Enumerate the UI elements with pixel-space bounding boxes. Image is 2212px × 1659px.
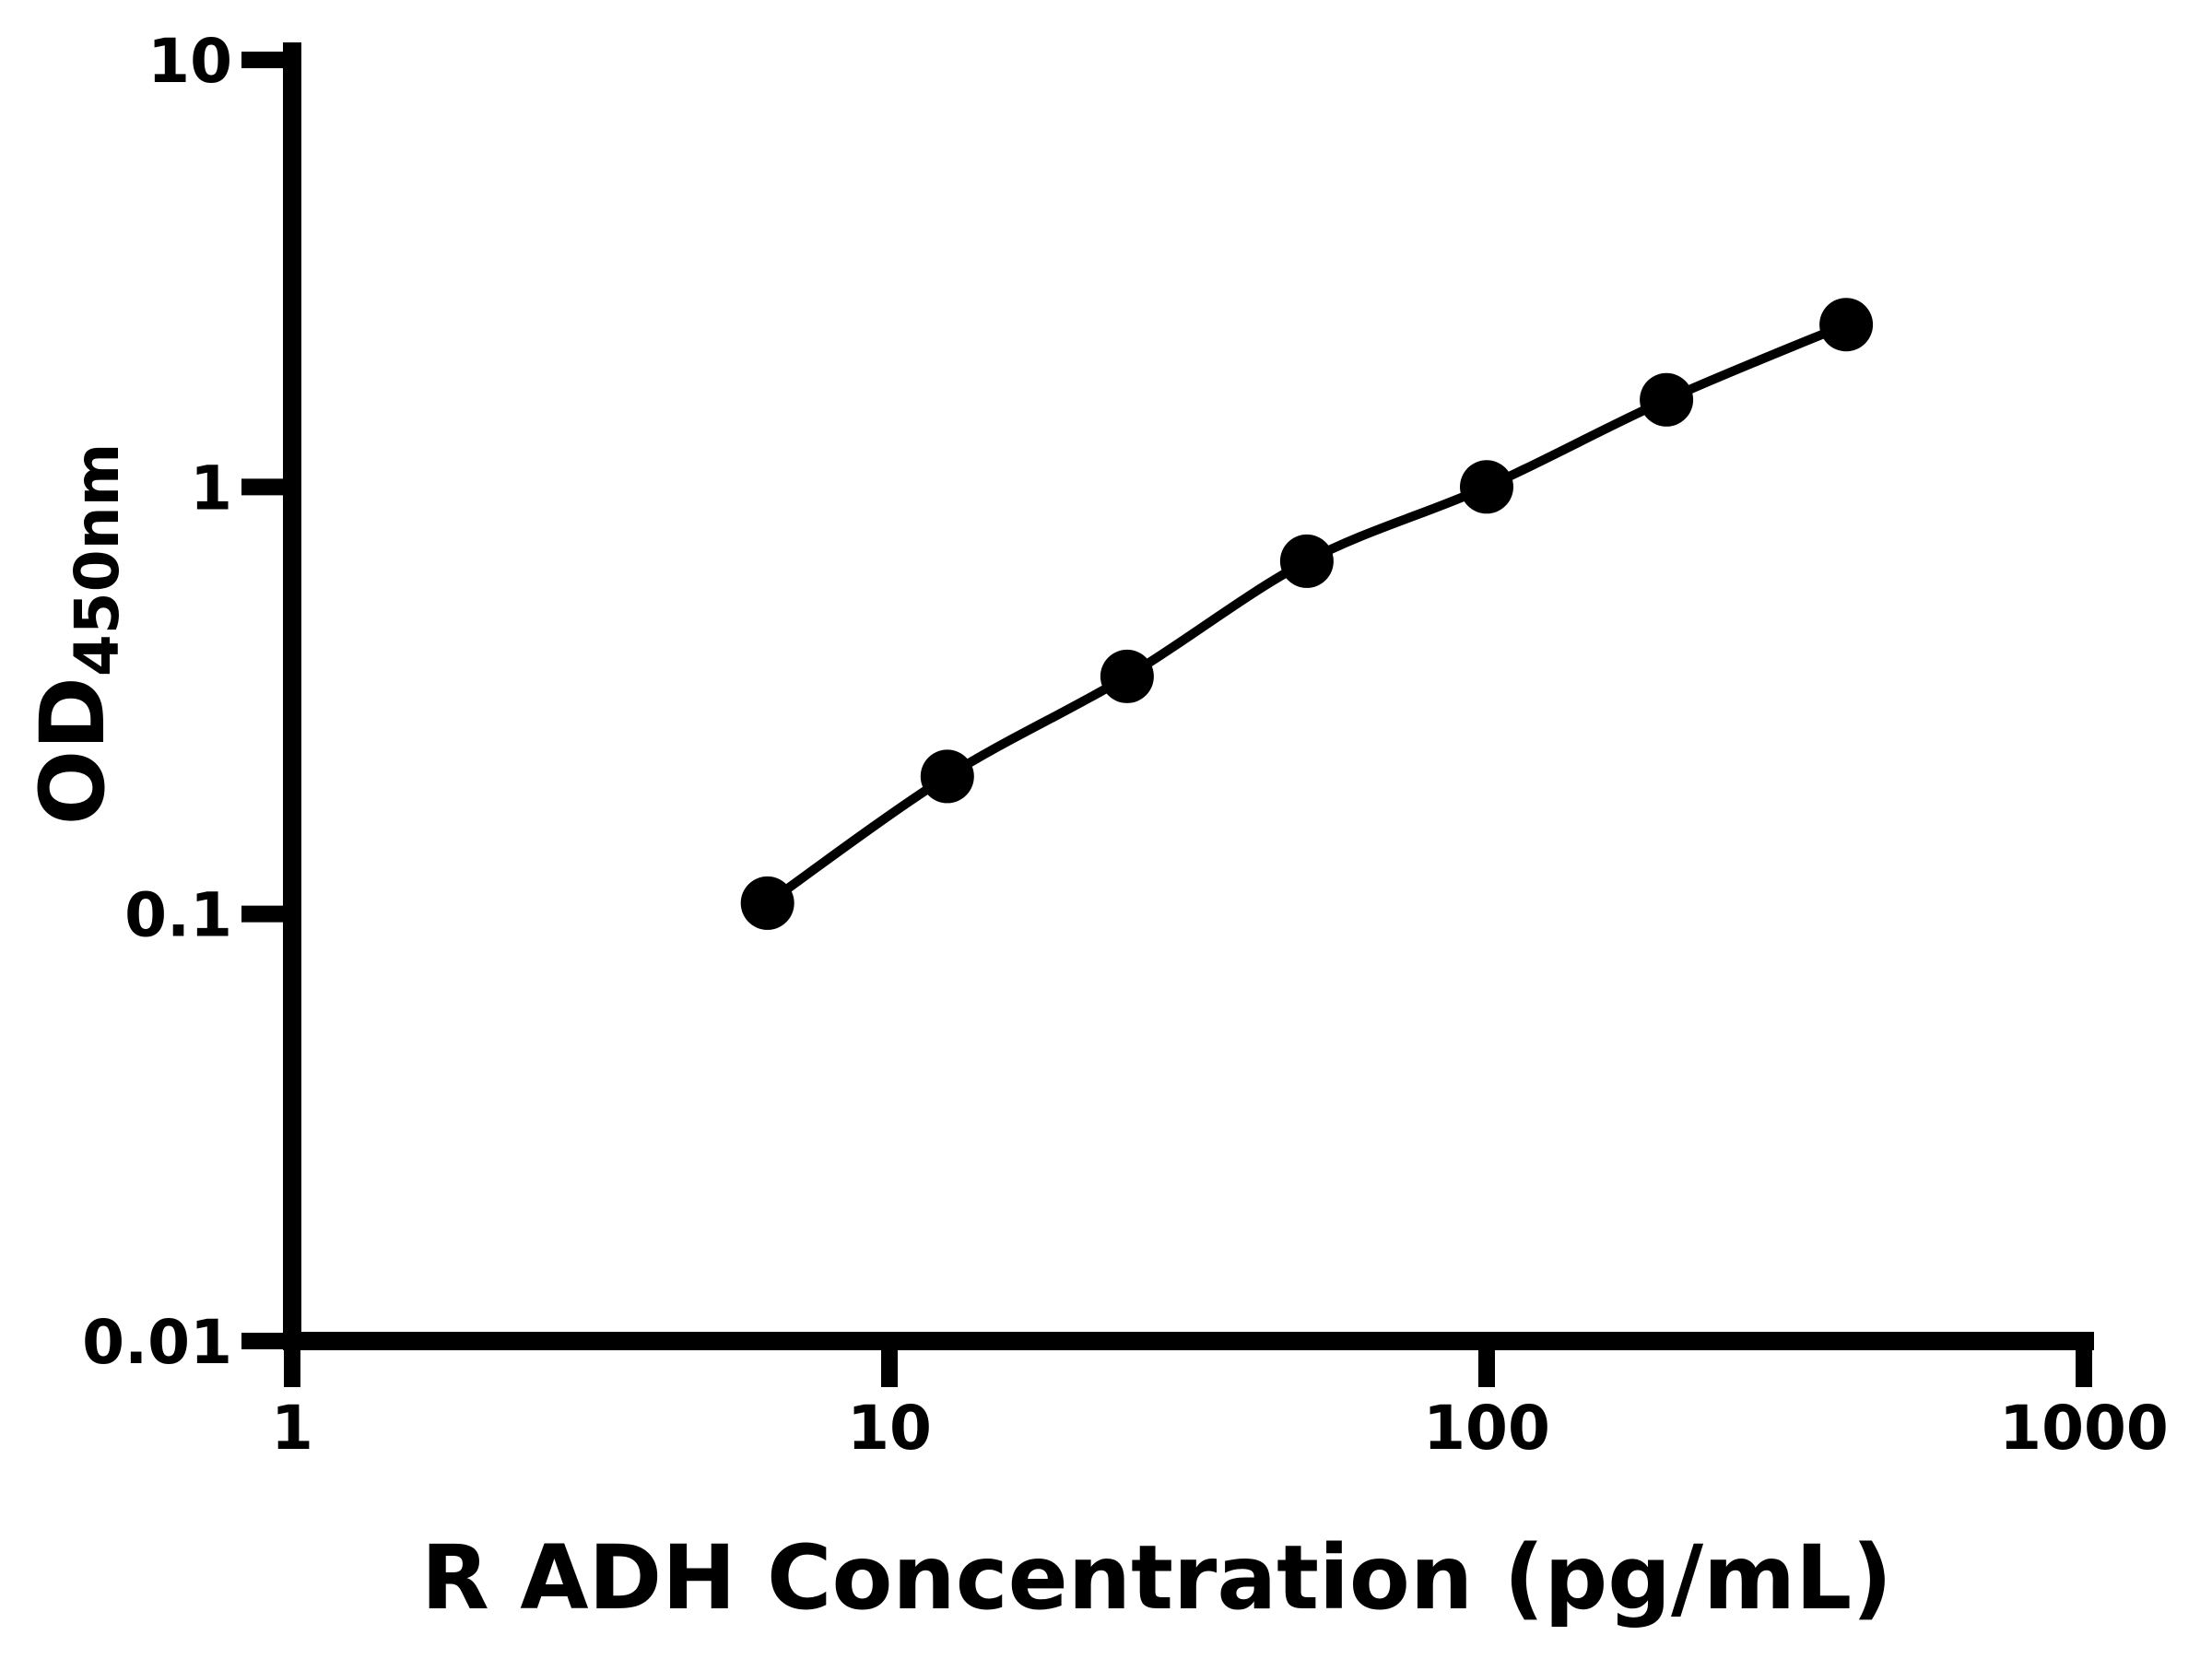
y-tick-label: 0.01 xyxy=(82,1307,232,1378)
data-point xyxy=(1640,372,1694,427)
data-point xyxy=(920,749,974,804)
x-tick-label: 1 xyxy=(271,1393,313,1464)
y-tick-label: 0.1 xyxy=(124,880,232,951)
data-point xyxy=(1279,534,1334,588)
y-axis-ticks xyxy=(241,52,292,1349)
data-point xyxy=(740,876,794,930)
y-axis-tick-labels: 10 1 0.1 0.01 xyxy=(82,26,232,1378)
x-axis-tick-labels: 1 10 100 1000 xyxy=(271,1393,2169,1464)
axes xyxy=(283,42,2094,1350)
data-point xyxy=(1460,460,1513,514)
x-axis-ticks xyxy=(284,1341,2092,1387)
y-axis-title: OD450nm xyxy=(21,443,133,826)
y-tick-label: 10 xyxy=(147,26,232,97)
x-axis-title: R ADH Concentration (pg/mL) xyxy=(421,1526,1892,1630)
x-tick-label: 10 xyxy=(847,1393,932,1464)
y-axis-title-main: OD xyxy=(21,677,124,825)
data-point xyxy=(1819,298,1874,352)
y-tick-label: 1 xyxy=(190,453,232,524)
axis-lines xyxy=(283,42,2094,1350)
x-tick-label: 100 xyxy=(1423,1393,1550,1464)
data-series xyxy=(740,298,1874,930)
data-point xyxy=(1100,649,1154,703)
x-tick-label: 1000 xyxy=(1999,1393,2169,1464)
y-axis-title-subscript: 450nm xyxy=(62,443,133,677)
